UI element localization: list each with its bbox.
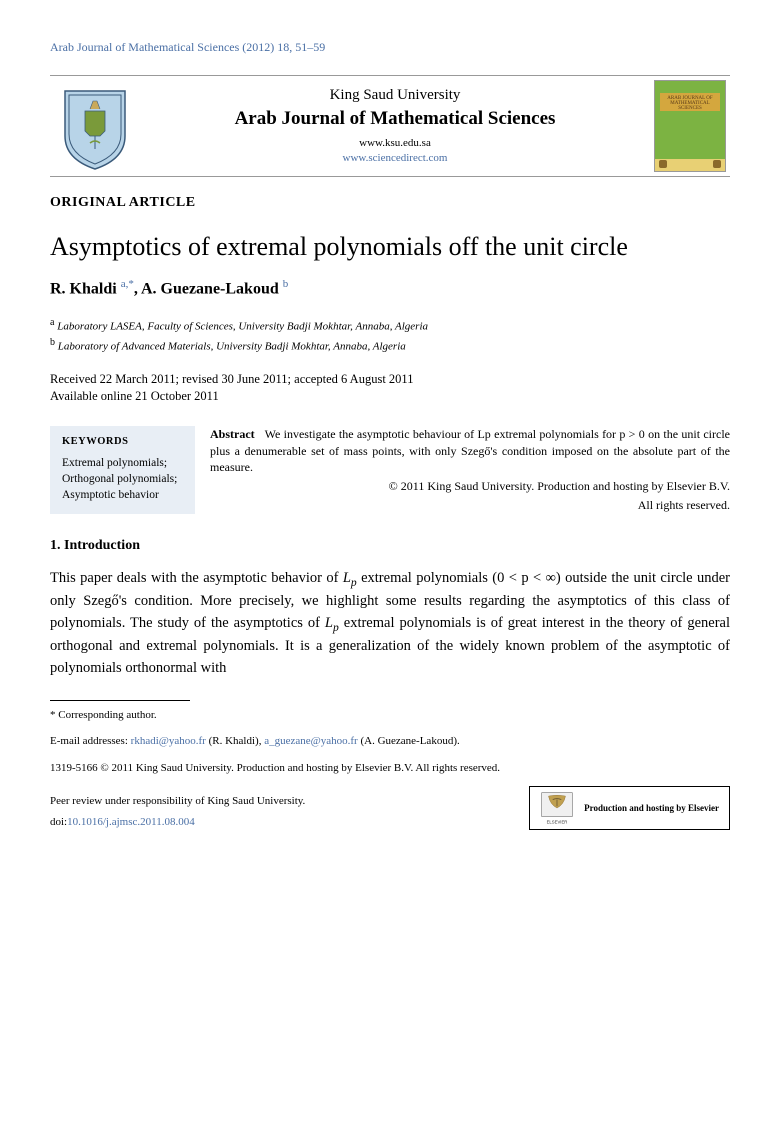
copyright-line-1: © 2011 King Saud University. Production … — [210, 478, 730, 495]
dates-online: Available online 21 October 2011 — [50, 388, 730, 406]
keywords-heading: KEYWORDS — [62, 436, 183, 447]
affil-a-mark: a — [50, 317, 54, 328]
abstract-label: Abstract — [210, 427, 255, 441]
elsevier-logo-icon: ELSEVIER — [540, 791, 574, 825]
issn-copyright: 1319-5166 © 2011 King Saud University. P… — [50, 760, 730, 777]
authors: R. Khaldi a,*, A. Guezane-Lakoud b — [50, 278, 730, 298]
abstract: Abstract We investigate the asymptotic b… — [210, 426, 730, 514]
email-2[interactable]: a_guezane@yahoo.fr — [264, 735, 358, 747]
header-citation: Arab Journal of Mathematical Sciences (2… — [50, 40, 730, 55]
abstract-body: We investigate the asymptotic behaviour … — [210, 427, 730, 475]
page-container: Arab Journal of Mathematical Sciences (2… — [0, 0, 780, 860]
elsevier-hosting-box: ELSEVIER Production and hosting by Elsev… — [529, 786, 730, 830]
keywords-box: KEYWORDS Extremal polynomials; Orthogona… — [50, 426, 195, 514]
url-ksu[interactable]: www.ksu.edu.sa — [145, 136, 645, 150]
intro-paragraph: This paper deals with the asymptotic beh… — [50, 568, 730, 680]
peer-review-note: Peer review under responsibility of King… — [50, 793, 509, 810]
section-1-heading: 1. Introduction — [50, 538, 730, 554]
cover-title: ARAB JOURNAL OF MATHEMATICAL SCIENCES — [660, 93, 720, 111]
affil-b-mark: b — [50, 337, 55, 348]
copyright-line-2: All rights reserved. — [210, 497, 730, 514]
keywords-list: Extremal polynomials; Orthogonal polynom… — [62, 455, 183, 503]
affil-b-text: Laboratory of Advanced Materials, Univer… — [58, 340, 406, 352]
doi-label: doi: — [50, 816, 67, 828]
article-type: ORIGINAL ARTICLE — [50, 195, 730, 211]
author-2-mark: b — [283, 278, 289, 290]
author-2-name[interactable]: A. Guezane-Lakoud — [141, 281, 279, 298]
article-title: Asymptotics of extremal polynomials off … — [50, 231, 730, 262]
email-addresses: E-mail addresses: rkhadi@yahoo.fr (R. Kh… — [50, 733, 730, 750]
journal-urls: www.ksu.edu.sa www.sciencedirect.com — [145, 136, 645, 165]
intro-text-1: This paper deals with the asymptotic beh… — [50, 570, 343, 586]
journal-name: Arab Journal of Mathematical Sciences — [145, 108, 645, 130]
author-1-mark: a,* — [121, 278, 134, 290]
journal-cover-thumbnail: ARAB JOURNAL OF MATHEMATICAL SCIENCES — [650, 76, 730, 176]
footer-row: Peer review under responsibility of King… — [50, 786, 730, 830]
journal-banner: King Saud University Arab Journal of Mat… — [50, 75, 730, 177]
affiliations: a Laboratory LASEA, Faculty of Sciences,… — [50, 315, 730, 355]
banner-center: King Saud University Arab Journal of Mat… — [140, 76, 650, 176]
ksu-shield-icon — [55, 81, 135, 171]
university-name: King Saud University — [145, 87, 645, 104]
abstract-row: KEYWORDS Extremal polynomials; Orthogona… — [50, 426, 730, 514]
email-1[interactable]: rkhadi@yahoo.fr — [131, 735, 206, 747]
corresponding-author-note: * Corresponding author. — [50, 707, 730, 724]
footer-left: Peer review under responsibility of King… — [50, 793, 509, 830]
affil-a-text: Laboratory LASEA, Faculty of Sciences, U… — [57, 320, 428, 332]
emails-label: E-mail addresses: — [50, 735, 131, 747]
elsevier-hosting-text: Production and hosting by Elsevier — [584, 803, 719, 813]
article-dates: Received 22 March 2011; revised 30 June … — [50, 371, 730, 406]
author-1-name[interactable]: R. Khaldi — [50, 281, 117, 298]
url-sciencedirect[interactable]: www.sciencedirect.com — [145, 151, 645, 165]
footnote-divider — [50, 700, 190, 701]
svg-text:ELSEVIER: ELSEVIER — [547, 819, 568, 824]
dates-received: Received 22 March 2011; revised 30 June … — [50, 371, 730, 389]
doi-link[interactable]: 10.1016/j.ajmsc.2011.08.004 — [67, 816, 195, 828]
university-logo — [50, 76, 140, 176]
